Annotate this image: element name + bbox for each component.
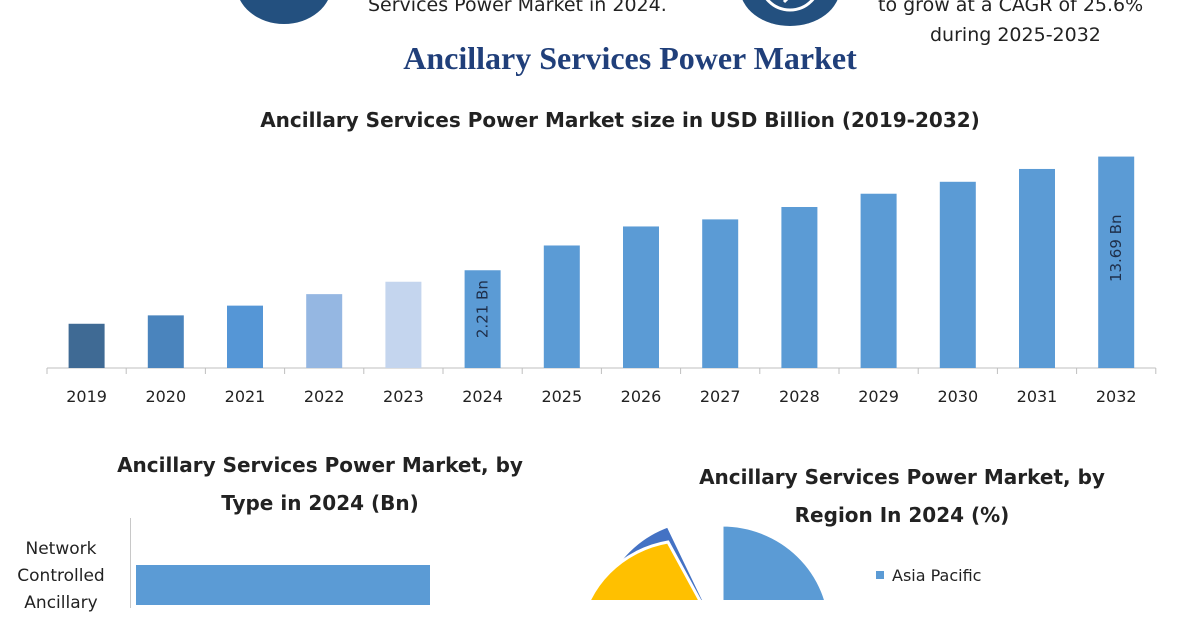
- bar-2020: [147, 315, 184, 368]
- bar-2028: [781, 207, 818, 368]
- x-tick-label-2030: 2030: [937, 387, 978, 406]
- x-tick-label-2027: 2027: [700, 387, 741, 406]
- x-tick-label-2025: 2025: [541, 387, 582, 406]
- bar-2021: [227, 305, 263, 368]
- main-title: Ancillary Services Power Market: [403, 40, 857, 76]
- header-left-text: Services Power Market in 2024.: [368, 0, 667, 16]
- legend-label-asia-pacific: Asia Pacific: [892, 566, 982, 585]
- bar-chart-title: Ancillary Services Power Market size in …: [260, 108, 980, 132]
- main-bar-chart: 2019 2020 2021 2022 2023 2024 2.21 Bn 2025 2026 2…: [46, 156, 1157, 406]
- type-chart-title-line2: Type in 2024 (Bn): [221, 491, 419, 515]
- bar-2027: [702, 219, 739, 368]
- bar-2025: [543, 245, 580, 368]
- type-bar-network-controlled: [136, 565, 430, 605]
- region-chart-title: Ancillary Services Power Market, by Regi…: [642, 458, 1162, 534]
- bar-2019: [68, 323, 105, 368]
- x-tick-label-2019: 2019: [66, 387, 107, 406]
- region-chart-title-line2: Region In 2024 (%): [794, 503, 1010, 527]
- bar-2031: [1019, 168, 1055, 368]
- type-category-line1: Network: [25, 539, 97, 559]
- legend-asia-pacific: Asia Pacific: [876, 566, 981, 585]
- bar-2032: [1098, 156, 1135, 368]
- pie-slice-asia-pacific: [720, 523, 827, 600]
- x-tick-label-2024: 2024: [462, 387, 503, 406]
- bar-2030: [939, 181, 976, 368]
- type-category-label: Network Controlled Ancillary: [6, 536, 116, 617]
- x-tick-label-2032: 2032: [1096, 387, 1137, 406]
- bar-2023: [385, 281, 422, 368]
- type-chart-axis: [130, 518, 131, 608]
- x-tick-label-2022: 2022: [304, 387, 345, 406]
- type-chart-title-line1: Ancillary Services Power Market, by: [117, 453, 523, 477]
- growth-icon: [740, 0, 840, 26]
- data-label-2032: 13.69 Bn: [1107, 215, 1125, 283]
- legend-swatch-asia-pacific: [876, 570, 884, 579]
- x-tick-label-2023: 2023: [383, 387, 424, 406]
- type-category-line3: Ancillary: [24, 593, 98, 613]
- type-chart-title: Ancillary Services Power Market, by Type…: [60, 446, 580, 522]
- header-right-text-1: to grow at a CAGR of 25.6%: [878, 0, 1144, 16]
- x-tick-label-2029: 2029: [858, 387, 899, 406]
- type-category-line2: Controlled: [17, 566, 105, 586]
- chart-trend-icon: [236, 0, 332, 24]
- x-tick-label-2028: 2028: [779, 387, 820, 406]
- x-tick-label-2020: 2020: [145, 387, 186, 406]
- x-tick-label-2021: 2021: [225, 387, 266, 406]
- bar-2026: [623, 226, 659, 368]
- region-pie-chart: [587, 523, 827, 600]
- x-tick-label-2026: 2026: [621, 387, 662, 406]
- bar-2022: [306, 294, 343, 368]
- pie-slice-3: [587, 540, 702, 600]
- bar-2029: [860, 193, 897, 368]
- header-right-text-2: during 2025-2032: [930, 24, 1101, 46]
- region-chart-title-line1: Ancillary Services Power Market, by: [699, 465, 1105, 489]
- x-tick-label-2031: 2031: [1017, 387, 1058, 406]
- bar-2024: [464, 270, 501, 368]
- data-label-2024: 2.21 Bn: [474, 280, 492, 338]
